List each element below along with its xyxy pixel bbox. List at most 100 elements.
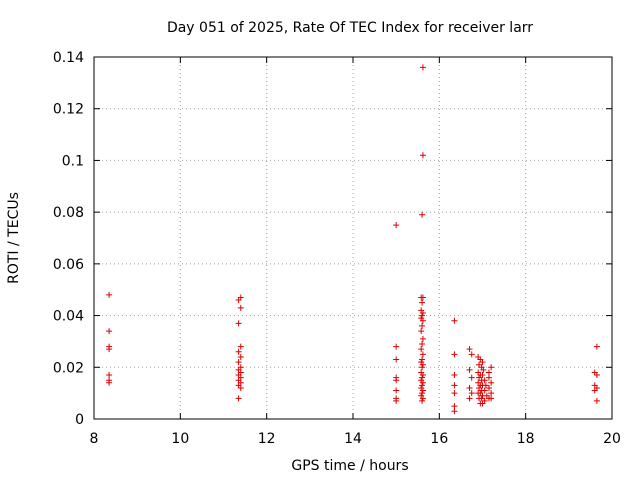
x-tick-label: 14 (344, 431, 362, 447)
data-point (488, 364, 495, 371)
data-point (237, 294, 244, 301)
data-point (468, 374, 475, 381)
data-point (419, 294, 426, 301)
data-point (419, 341, 426, 348)
data-point (393, 387, 400, 394)
data-point (479, 400, 486, 407)
x-tick-label: 16 (430, 431, 448, 447)
data-point (393, 356, 400, 363)
x-axis-label: GPS time / hours (291, 458, 408, 474)
data-point (593, 343, 600, 350)
data-point (488, 395, 495, 402)
data-point (419, 374, 426, 381)
data-point (393, 343, 400, 350)
data-point (476, 374, 483, 381)
data-point (419, 152, 426, 159)
data-point (235, 348, 242, 355)
x-tick-label: 18 (517, 431, 535, 447)
data-point (451, 403, 458, 410)
data-point (451, 390, 458, 397)
data-point (419, 64, 426, 71)
data-point (488, 379, 495, 386)
data-point (237, 304, 244, 311)
y-tick-label: 0.04 (53, 309, 84, 325)
data-point (419, 395, 426, 402)
data-point (482, 382, 489, 389)
data-point (419, 312, 426, 319)
data-point (419, 356, 426, 363)
data-point (485, 374, 492, 381)
data-point (419, 382, 426, 389)
data-point (418, 328, 425, 335)
data-point (485, 369, 492, 376)
data-point (106, 346, 113, 353)
data-point (419, 372, 426, 379)
data-point (237, 384, 244, 391)
data-point (466, 395, 473, 402)
data-point (419, 390, 426, 397)
x-tick-label: 8 (90, 431, 99, 447)
y-tick-label: 0.08 (53, 205, 84, 221)
data-point (451, 317, 458, 324)
data-point (481, 377, 488, 384)
data-point (593, 372, 600, 379)
data-point (479, 372, 486, 379)
data-point (419, 364, 426, 371)
y-tick-label: 0.12 (53, 102, 84, 118)
data-point (451, 351, 458, 358)
data-point (478, 395, 485, 402)
data-point (480, 366, 487, 373)
data-point (419, 387, 426, 394)
y-tick-label: 0.14 (53, 50, 84, 66)
data-point (419, 379, 426, 386)
data-point (451, 372, 458, 379)
x-tick-label: 10 (171, 431, 189, 447)
data-point (466, 346, 473, 353)
y-axis-label: ROTI / TECUs (6, 192, 22, 284)
data-point (237, 353, 244, 360)
data-point (419, 309, 426, 316)
data-point (476, 384, 483, 391)
data-point (488, 390, 495, 397)
data-point (419, 397, 426, 404)
data-point (468, 390, 475, 397)
data-point (106, 372, 113, 379)
data-point (393, 397, 400, 404)
data-point (106, 291, 113, 298)
data-point (419, 351, 426, 358)
data-point (418, 346, 425, 353)
grid (94, 57, 612, 419)
x-tick-label: 20 (603, 431, 621, 447)
data-point (419, 299, 426, 306)
data-point (593, 397, 600, 404)
data-point (235, 359, 242, 366)
data-point (419, 322, 426, 329)
data-point (419, 361, 426, 368)
data-point (466, 384, 473, 391)
x-tick-label: 12 (258, 431, 276, 447)
data-point (468, 351, 475, 358)
data-points (106, 64, 600, 415)
data-point (419, 211, 426, 218)
data-point (235, 320, 242, 327)
data-point (419, 317, 426, 324)
data-point (476, 361, 483, 368)
data-point (479, 359, 486, 366)
data-point (466, 366, 473, 373)
y-tick-label: 0.06 (53, 257, 84, 273)
axis-ticks: 8 10 12 14 16 18 20 0 0.02 0.04 0.06 0.08 0.1 0.12 0.1… (53, 50, 621, 447)
data-point (591, 387, 598, 394)
y-tick-label: 0.1 (62, 153, 84, 169)
data-point (419, 335, 426, 342)
y-tick-label: 0.02 (53, 360, 84, 376)
data-point (481, 387, 488, 394)
data-point (451, 382, 458, 389)
y-tick-label: 0 (75, 412, 84, 428)
data-point (106, 379, 113, 386)
data-point (106, 328, 113, 335)
data-point (451, 408, 458, 415)
data-point (393, 222, 400, 229)
chart-title: Day 051 of 2025, Rate Of TEC Index for r… (167, 20, 533, 36)
data-point (235, 395, 242, 402)
